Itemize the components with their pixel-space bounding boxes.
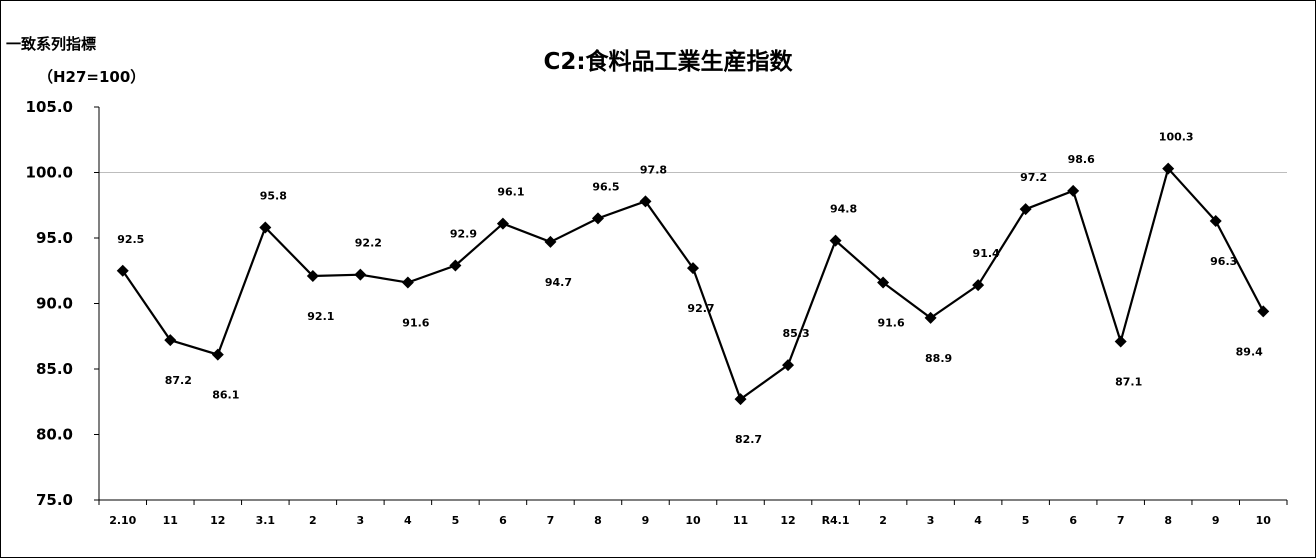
data-label: 96.1: [497, 186, 524, 199]
data-point-marker: [1019, 203, 1032, 216]
x-tick-label: 10: [1256, 514, 1272, 527]
data-label: 97.2: [1020, 171, 1047, 184]
data-label: 96.3: [1210, 255, 1237, 268]
data-label: 95.8: [260, 190, 287, 203]
data-label: 87.1: [1115, 375, 1142, 388]
x-tick-label: 2: [309, 514, 317, 527]
data-label: 89.4: [1236, 345, 1263, 358]
data-point-marker: [687, 262, 699, 275]
data-point-marker: [449, 259, 462, 272]
y-tick-label: 85.0: [36, 360, 73, 378]
chart-title: C2:食料品工業生産指数: [543, 49, 793, 75]
data-label: 92.5: [117, 233, 144, 246]
data-label: 91.4: [973, 247, 1000, 260]
data-point-marker: [782, 359, 795, 372]
data-point-marker: [1162, 162, 1175, 175]
x-tick-label: 8: [594, 514, 602, 527]
data-point-marker: [1067, 184, 1080, 197]
x-tick-label: 4: [404, 514, 412, 527]
data-point-marker: [496, 217, 509, 230]
data-label: 92.1: [307, 310, 334, 323]
data-point-marker: [591, 212, 604, 225]
y-tick-label: 90.0: [36, 295, 73, 313]
data-point-marker: [306, 269, 319, 282]
data-point-marker: [639, 195, 652, 208]
x-tick-label: 9: [1212, 514, 1220, 527]
data-label: 82.7: [735, 433, 762, 446]
data-label: 100.3: [1159, 131, 1194, 144]
data-point-marker: [1209, 214, 1222, 227]
x-tick-label: R4.1: [822, 514, 850, 527]
data-point-marker: [401, 276, 414, 289]
x-tick-label: 3: [357, 514, 365, 527]
data-label: 94.8: [830, 203, 857, 216]
y-tick-label: 100.0: [26, 164, 73, 182]
x-tick-label: 6: [1069, 514, 1077, 527]
base-year-label: （H27=100）: [38, 68, 146, 86]
data-label: 88.9: [925, 352, 952, 365]
data-label: 96.5: [592, 180, 619, 193]
data-point-marker: [354, 268, 367, 281]
indicator-category-label: 一致系列指標: [6, 35, 97, 53]
data-point-marker: [259, 221, 272, 234]
data-label: 97.8: [640, 163, 667, 176]
series-line: [121, 166, 1265, 401]
data-label: 92.7: [687, 302, 714, 315]
x-tick-label: 10: [685, 514, 701, 527]
x-tick-label: 3.1: [256, 514, 276, 527]
data-point-marker: [544, 235, 557, 248]
x-tick-label: 8: [1164, 514, 1172, 527]
data-point-marker: [116, 264, 129, 277]
y-tick-label: 80.0: [36, 426, 73, 444]
data-label: 98.6: [1068, 153, 1095, 166]
x-tick-label: 11: [163, 514, 178, 527]
x-tick-label: 12: [780, 514, 795, 527]
y-tick-label: 105.0: [26, 98, 73, 116]
y-tick-label: 75.0: [36, 491, 73, 509]
data-label: 91.6: [402, 317, 429, 330]
x-tick-label: 4: [974, 514, 982, 527]
data-label: 85.3: [782, 327, 809, 340]
data-label: 92.9: [450, 228, 477, 241]
x-tick-label: 2.10: [109, 514, 136, 527]
data-label: 92.2: [355, 237, 382, 250]
data-label: 91.6: [878, 317, 905, 330]
x-tick-label: 2: [879, 514, 887, 527]
x-tick-label: 12: [210, 514, 225, 527]
data-point-marker: [877, 276, 890, 289]
data-label: 86.1: [212, 389, 239, 402]
data-point-marker: [734, 393, 747, 406]
data-point-marker: [1114, 335, 1127, 348]
data-label: 87.2: [165, 374, 192, 387]
x-tick-label: 5: [452, 514, 460, 527]
x-tick-label: 11: [733, 514, 748, 527]
data-point-marker: [164, 334, 177, 347]
data-point-marker: [829, 234, 842, 247]
data-point-marker: [211, 348, 224, 361]
x-tick-label: 5: [1022, 514, 1030, 527]
x-tick-label: 6: [499, 514, 507, 527]
x-tick-label: 7: [547, 514, 555, 527]
data-label: 94.7: [545, 276, 572, 289]
data-point-marker: [924, 311, 937, 324]
x-tick-label: 3: [927, 514, 935, 527]
data-point-marker: [1257, 305, 1270, 318]
y-tick-label: 95.0: [36, 229, 73, 247]
x-tick-label: 9: [642, 514, 650, 527]
data-point-marker: [972, 279, 985, 292]
x-tick-label: 7: [1117, 514, 1125, 527]
